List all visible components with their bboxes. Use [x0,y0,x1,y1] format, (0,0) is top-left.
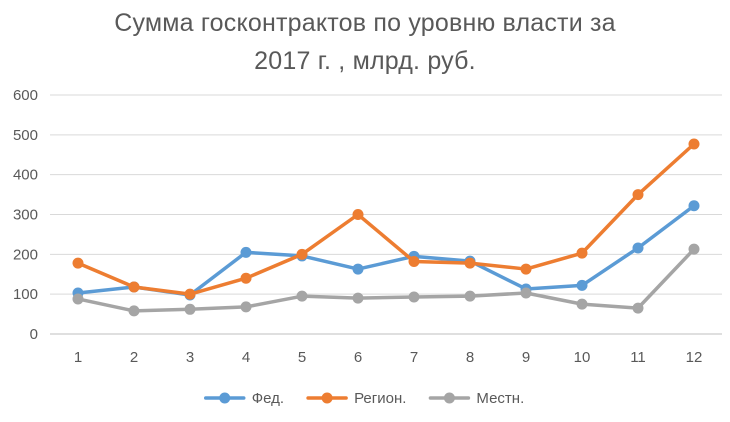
legend-item-1 [306,392,348,404]
legend-swatch-marker [321,392,333,404]
y-tick-label: 400 [13,167,38,184]
legend-label: Местн. [476,390,524,407]
x-tick-label: 8 [466,349,474,366]
series-2-point-6 [352,292,364,304]
x-tick-label: 12 [686,349,703,366]
legend-item-0 [203,392,246,404]
y-tick-label: 0 [30,326,38,343]
chart-title: Сумма госконтрактов по уровню власти за … [0,4,730,80]
x-tick-label: 2 [130,349,138,366]
series-1-point-8 [464,257,476,269]
legend-label: Фед. [252,390,284,407]
series-1-point-12 [688,138,700,150]
series-2-point-12 [688,243,700,255]
series-1-point-6 [352,209,364,220]
x-tick-label: 7 [410,349,418,366]
y-tick-label: 600 [13,87,38,104]
series-2-point-2 [128,305,140,317]
series-1-point-10 [576,247,588,259]
series-1-point-7 [408,256,420,268]
y-tick-label: 100 [13,286,38,303]
series-0-point-10 [576,279,588,291]
series-line-1 [76,142,696,296]
series-2-point-3 [184,303,196,315]
series-1-point-4 [240,272,252,284]
series-2-point-11 [632,302,644,314]
x-tick-label: 5 [298,349,306,366]
y-tick-label: 200 [13,246,38,263]
series-2-point-5 [296,290,308,302]
series-1-point-2 [128,281,140,293]
series-1-point-3 [184,288,196,300]
legend-label: Регион. [354,390,406,407]
series-1-point-5 [296,248,308,260]
series-2-point-9 [520,287,532,299]
series-0-point-4 [240,246,252,258]
series-line-0 [76,203,696,297]
x-tick-label: 3 [186,349,194,366]
series-0-point-12 [688,200,700,212]
legend-item-2 [428,392,471,404]
series-line-2 [76,247,696,313]
y-tick-label: 500 [13,127,38,144]
series-0-point-11 [632,242,644,254]
legend-swatch-marker [219,392,231,404]
x-tick-label: 10 [574,349,591,366]
x-tick-label: 6 [354,349,362,366]
series-2-point-10 [576,298,588,310]
series-1-point-1 [72,257,84,269]
series-2-point-1 [72,293,84,305]
x-tick-label: 1 [74,349,82,366]
series-2-point-4 [240,301,252,313]
series-2-point-7 [408,291,420,303]
series-1-point-9 [520,263,532,275]
chart-title-line-1: Сумма госконтрактов по уровню власти за [114,9,616,37]
series-2-point-8 [464,290,476,302]
series-0-point-6 [352,263,364,275]
y-tick-label: 300 [13,207,38,224]
chart-title-line-2: 2017 г. , млрд. руб. [254,47,476,75]
x-tick-label: 4 [242,349,250,366]
x-tick-label: 11 [630,349,646,366]
legend-swatch-marker [443,392,455,404]
x-tick-label: 9 [522,349,530,366]
series-1-point-11 [632,189,644,201]
